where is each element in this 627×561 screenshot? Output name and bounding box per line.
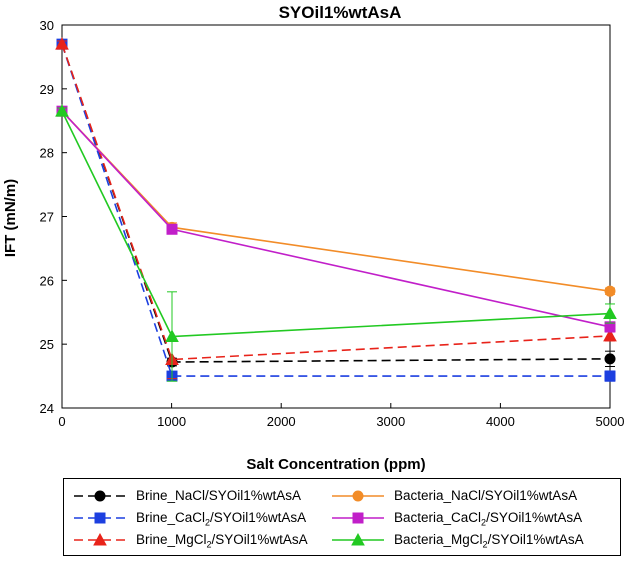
- legend-marker: [93, 532, 107, 546]
- y-tick-label: 29: [40, 82, 54, 97]
- legend-swatch-bacteria-nacl: [332, 490, 384, 502]
- legend-marker: [94, 490, 106, 502]
- legend-label-bacteria-nacl: Bacteria_NaCl/SYOil1%wtAsA: [394, 488, 578, 503]
- y-tick-label: 28: [40, 146, 54, 161]
- chart: SYOil1%wtAsA IFT (mN/m) Salt Concentrati…: [2, 3, 625, 473]
- chart-title: SYOil1%wtAsA: [279, 3, 402, 22]
- legend: Brine_NaCl/SYOil1%wtAsA Brine_CaCl2/SYOi…: [63, 478, 621, 556]
- legend-swatch-brine-mgcl2: [74, 532, 126, 546]
- legend-label-brine-cacl2: Brine_CaCl2/SYOil1%wtAsA: [136, 510, 307, 528]
- legend-marker: [94, 512, 106, 524]
- legend-swatch-bacteria-cacl2: [332, 512, 384, 524]
- legend-swatch-bacteria-mgcl2: [332, 532, 384, 546]
- x-tick-label: 1000: [157, 414, 186, 429]
- y-tick-label: 25: [40, 337, 54, 352]
- series-line: [61, 110, 611, 338]
- y-tick-label: 26: [40, 273, 54, 288]
- x-tick-label: 4000: [486, 414, 515, 429]
- series-4: [56, 105, 616, 333]
- x-tick-label: 0: [58, 414, 65, 429]
- y-tick-label: 27: [40, 210, 54, 225]
- legend-marker: [352, 490, 364, 502]
- series-1: [56, 38, 616, 382]
- data-point: [165, 329, 179, 343]
- x-axis-label: Salt Concentration (ppm): [246, 456, 425, 473]
- series-5: [55, 104, 617, 382]
- legend-swatch-brine-cacl2: [74, 512, 126, 524]
- series-line: [61, 43, 611, 363]
- data-point: [166, 223, 178, 235]
- x-tick-label: 5000: [596, 414, 625, 429]
- legend-marker: [351, 532, 365, 546]
- legend-marker: [352, 512, 364, 524]
- legend-swatch-brine-nacl: [74, 490, 126, 502]
- data-point: [603, 328, 617, 342]
- data-point: [55, 37, 69, 50]
- data-point: [604, 285, 616, 297]
- series-line: [61, 43, 610, 377]
- data-point: [604, 370, 616, 382]
- data-point: [603, 306, 617, 320]
- series-line: [61, 110, 611, 328]
- y-tick-label: 30: [40, 18, 54, 33]
- x-tick-label: 2000: [267, 414, 296, 429]
- x-tick-label: 3000: [376, 414, 405, 429]
- y-tick-label: 24: [40, 401, 54, 416]
- legend-label-brine-nacl: Brine_NaCl/SYOil1%wtAsA: [136, 488, 302, 503]
- legend-label-bacteria-cacl2: Bacteria_CaCl2/SYOil1%wtAsA: [394, 510, 583, 528]
- series-3: [56, 105, 616, 297]
- series-line: [61, 43, 611, 361]
- legend-label-brine-mgcl2: Brine_MgCl2/SYOil1%wtAsA: [136, 532, 308, 550]
- y-axis-label: IFT (mN/m): [2, 179, 19, 257]
- series-line: [61, 110, 611, 292]
- data-point: [55, 104, 69, 117]
- data-point: [604, 353, 616, 365]
- legend-label-bacteria-mgcl2: Bacteria_MgCl2/SYOil1%wtAsA: [394, 532, 584, 550]
